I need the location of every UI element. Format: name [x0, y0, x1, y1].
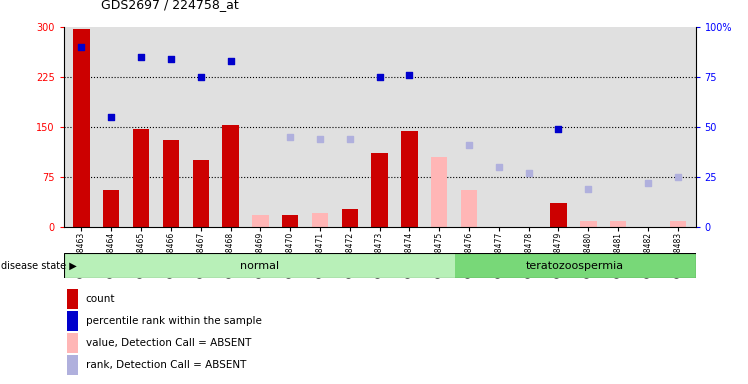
Point [194, 74, 206, 80]
Bar [67, 356, 78, 375]
Bar [67, 311, 78, 331]
Text: disease state ▶: disease state ▶ [1, 261, 76, 271]
Text: teratozoospermia: teratozoospermia [526, 261, 625, 271]
Point [224, 58, 236, 64]
Bar [455, 253, 696, 278]
Text: GDS2697 / 224758_at: GDS2697 / 224758_at [101, 0, 239, 12]
Text: value, Detection Call = ABSENT: value, Detection Call = ABSENT [86, 338, 251, 348]
Bar [669, 221, 686, 227]
Bar [610, 221, 626, 227]
Point [284, 134, 296, 140]
Bar [461, 190, 477, 227]
Point [373, 74, 385, 80]
Point [344, 136, 356, 142]
Point [553, 126, 565, 132]
Point [135, 54, 147, 60]
Bar [192, 160, 209, 227]
Bar [73, 29, 90, 227]
Bar [342, 209, 358, 227]
Text: percentile rank within the sample: percentile rank within the sample [86, 316, 262, 326]
Bar [163, 140, 179, 227]
Bar [551, 203, 567, 227]
Point [523, 170, 535, 176]
Point [76, 44, 88, 50]
Bar [372, 153, 387, 227]
Bar [103, 190, 120, 227]
Text: rank, Detection Call = ABSENT: rank, Detection Call = ABSENT [86, 360, 246, 370]
Point [493, 164, 505, 170]
Point [583, 185, 595, 192]
Point [403, 72, 415, 78]
Point [314, 136, 326, 142]
Bar [67, 289, 78, 309]
Bar [64, 253, 455, 278]
Bar [222, 126, 239, 227]
Text: count: count [86, 294, 115, 304]
Text: normal: normal [239, 261, 279, 271]
Bar [312, 213, 328, 227]
Point [105, 114, 117, 120]
Bar [401, 131, 417, 227]
Point [672, 174, 684, 180]
Bar [580, 221, 596, 227]
Bar [252, 215, 269, 227]
Bar [431, 157, 447, 227]
Point [165, 56, 177, 62]
Bar [133, 129, 150, 227]
Bar [282, 215, 298, 227]
Point [463, 142, 475, 148]
Point [642, 180, 654, 186]
Bar [67, 333, 78, 353]
